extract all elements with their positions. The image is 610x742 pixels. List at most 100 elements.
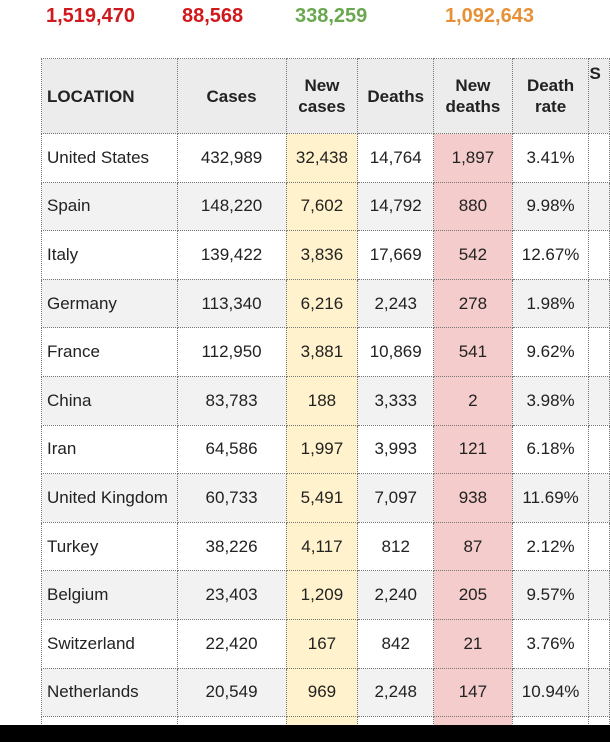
cell-death-rate: 9.62% xyxy=(511,327,590,377)
cell-cases: 139,422 xyxy=(176,230,287,280)
cell-new-deaths: 541 xyxy=(433,327,513,377)
cell-empty xyxy=(588,230,610,280)
cell-empty xyxy=(588,521,610,572)
cell-new-deaths: 2 xyxy=(433,375,513,426)
total-confirmed: 1,519,470 xyxy=(46,5,135,27)
cell-new-cases: 3,836 xyxy=(285,230,359,280)
header-location: LOCATION xyxy=(41,58,178,134)
cell-cases: 148,220 xyxy=(176,181,287,232)
cell-new-cases: 1,997 xyxy=(285,424,359,475)
table-row: Germany 113,340 6,216 2,243 278 1.98% xyxy=(41,278,610,329)
cell-deaths: 10,869 xyxy=(357,327,435,377)
header-death-rate: Death rate xyxy=(511,58,590,134)
cell-deaths: 842 xyxy=(357,618,435,669)
cell-new-cases: 5,491 xyxy=(285,473,359,523)
cell-empty xyxy=(588,570,610,620)
total-deaths: 88,568 xyxy=(182,5,244,27)
cell-deaths: 812 xyxy=(357,521,435,572)
cell-empty xyxy=(588,133,610,183)
header-partial: S xyxy=(588,58,610,134)
cell-cases: 113,340 xyxy=(176,278,287,329)
cell-location: Netherlands xyxy=(41,667,178,718)
table-row: United States 432,989 32,438 14,764 1,897 3.4… xyxy=(41,133,610,183)
cell-new-deaths: 147 xyxy=(433,667,513,718)
table-row: Spain 148,220 7,602 14,792 880 9.98% xyxy=(41,181,610,232)
cell-deaths: 14,764 xyxy=(357,133,435,183)
cell-death-rate: 3.41% xyxy=(511,133,590,183)
cell-empty xyxy=(588,327,610,377)
cell-new-cases: 32,438 xyxy=(285,133,359,183)
cell-new-deaths: 938 xyxy=(433,473,513,523)
cell-new-cases: 4,117 xyxy=(285,521,359,572)
cell-cases: 22,420 xyxy=(176,618,287,669)
cell-death-rate: 12.67% xyxy=(511,230,590,280)
header-new-deaths: New deaths xyxy=(433,58,513,134)
cell-location: France xyxy=(41,327,178,377)
cell-empty xyxy=(588,667,610,718)
screen-bottom-bar xyxy=(0,725,610,742)
cell-location: Germany xyxy=(41,278,178,329)
cell-new-cases: 969 xyxy=(285,667,359,718)
cell-new-cases: 167 xyxy=(285,618,359,669)
cell-deaths: 2,240 xyxy=(357,570,435,620)
table-row: United Kingdom 60,733 5,491 7,097 938 11.69% xyxy=(41,473,610,523)
cell-death-rate: 3.98% xyxy=(511,375,590,426)
cell-death-rate: 9.57% xyxy=(511,570,590,620)
cell-location: Spain xyxy=(41,181,178,232)
cell-new-cases: 3,881 xyxy=(285,327,359,377)
cell-new-cases: 1,209 xyxy=(285,570,359,620)
cell-empty xyxy=(588,278,610,329)
cell-empty xyxy=(588,424,610,475)
cell-empty xyxy=(588,618,610,669)
table-row: Iran 64,586 1,997 3,993 121 6.18% xyxy=(41,424,610,475)
country-stats-table: LOCATION Cases New cases Deaths New deaths De… xyxy=(41,58,610,733)
table-row: Turkey 38,226 4,117 812 87 2.12% xyxy=(41,521,610,572)
cell-new-cases: 6,216 xyxy=(285,278,359,329)
cell-location: Belgium xyxy=(41,570,178,620)
cell-deaths: 2,248 xyxy=(357,667,435,718)
cell-death-rate: 2.12% xyxy=(511,521,590,572)
header-new-cases: New cases xyxy=(285,58,359,134)
table-row: Italy 139,422 3,836 17,669 542 12.67% xyxy=(41,230,610,280)
cell-deaths: 2,243 xyxy=(357,278,435,329)
total-recovered: 338,259 xyxy=(295,5,368,27)
table-row: China 83,783 188 3,333 2 3.98% xyxy=(41,375,610,426)
header-cases: Cases xyxy=(176,58,287,134)
cell-cases: 83,783 xyxy=(176,375,287,426)
cell-cases: 60,733 xyxy=(176,473,287,523)
cell-cases: 64,586 xyxy=(176,424,287,475)
cell-new-deaths: 1,897 xyxy=(433,133,513,183)
cell-new-deaths: 278 xyxy=(433,278,513,329)
cell-deaths: 17,669 xyxy=(357,230,435,280)
table-row: France 112,950 3,881 10,869 541 9.62% xyxy=(41,327,610,377)
cell-new-deaths: 121 xyxy=(433,424,513,475)
cell-empty xyxy=(588,375,610,426)
cell-new-deaths: 205 xyxy=(433,570,513,620)
cell-new-deaths: 87 xyxy=(433,521,513,572)
cell-cases: 23,403 xyxy=(176,570,287,620)
cell-location: Italy xyxy=(41,230,178,280)
cell-death-rate: 3.76% xyxy=(511,618,590,669)
table-row: Belgium 23,403 1,209 2,240 205 9.57% xyxy=(41,570,610,620)
cell-cases: 112,950 xyxy=(176,327,287,377)
cell-death-rate: 1.98% xyxy=(511,278,590,329)
total-active: 1,092,643 xyxy=(445,5,534,27)
cell-deaths: 7,097 xyxy=(357,473,435,523)
cell-death-rate: 6.18% xyxy=(511,424,590,475)
cell-location: Iran xyxy=(41,424,178,475)
cell-empty xyxy=(588,473,610,523)
cell-location: United States xyxy=(41,133,178,183)
cell-new-cases: 7,602 xyxy=(285,181,359,232)
cell-new-deaths: 21 xyxy=(433,618,513,669)
cell-new-cases: 188 xyxy=(285,375,359,426)
cell-deaths: 3,333 xyxy=(357,375,435,426)
cell-death-rate: 11.69% xyxy=(511,473,590,523)
cell-deaths: 3,993 xyxy=(357,424,435,475)
table-row: Netherlands 20,549 969 2,248 147 10.94% xyxy=(41,667,610,718)
cell-empty xyxy=(588,181,610,232)
cell-location: China xyxy=(41,375,178,426)
cell-location: Switzerland xyxy=(41,618,178,669)
cell-death-rate: 9.98% xyxy=(511,181,590,232)
cell-location: United Kingdom xyxy=(41,473,178,523)
cell-new-deaths: 542 xyxy=(433,230,513,280)
